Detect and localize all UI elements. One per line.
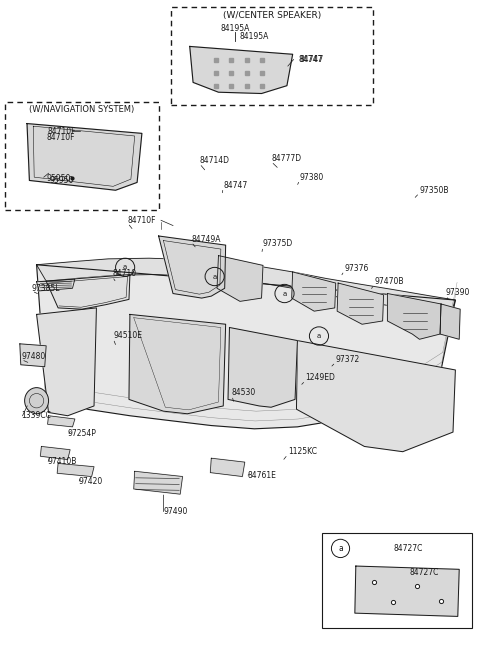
- Polygon shape: [292, 272, 336, 311]
- Text: 84710: 84710: [112, 269, 136, 278]
- Text: 97350B: 97350B: [420, 186, 449, 195]
- Text: 97254P: 97254P: [68, 429, 96, 438]
- Polygon shape: [440, 304, 460, 339]
- Polygon shape: [36, 265, 456, 429]
- Text: (W/NAVIGATION SYSTEM): (W/NAVIGATION SYSTEM): [29, 105, 135, 115]
- Polygon shape: [20, 344, 46, 367]
- Text: a: a: [338, 544, 343, 553]
- Polygon shape: [297, 341, 456, 452]
- Polygon shape: [27, 124, 142, 190]
- Text: 97480: 97480: [21, 352, 46, 362]
- Text: 97372: 97372: [336, 355, 360, 364]
- Text: 1249ED: 1249ED: [306, 373, 336, 383]
- Polygon shape: [48, 416, 75, 427]
- Text: 84761E: 84761E: [247, 471, 276, 479]
- Polygon shape: [158, 236, 226, 298]
- Text: 84749A: 84749A: [191, 234, 221, 244]
- Polygon shape: [40, 447, 70, 460]
- Text: 84747: 84747: [300, 55, 324, 64]
- Polygon shape: [46, 274, 130, 309]
- Text: 84710F: 84710F: [46, 134, 75, 142]
- Text: 84727C: 84727C: [410, 568, 439, 577]
- Ellipse shape: [24, 388, 48, 414]
- Text: 97490: 97490: [163, 508, 188, 516]
- Text: 84747: 84747: [223, 181, 248, 189]
- Text: 97375D: 97375D: [263, 239, 293, 248]
- Polygon shape: [134, 472, 182, 494]
- Text: 97385L: 97385L: [32, 284, 60, 293]
- Polygon shape: [217, 255, 263, 301]
- Text: 84195A: 84195A: [220, 24, 250, 33]
- Text: 97380: 97380: [300, 173, 324, 181]
- Text: 97420: 97420: [78, 477, 102, 485]
- Text: a: a: [317, 333, 321, 339]
- Text: (W/CENTER SPEAKER): (W/CENTER SPEAKER): [223, 10, 321, 20]
- Polygon shape: [228, 328, 298, 407]
- Polygon shape: [387, 293, 441, 339]
- Text: 95950: 95950: [46, 174, 71, 183]
- Polygon shape: [36, 279, 75, 291]
- Text: 84714D: 84714D: [199, 157, 229, 165]
- Polygon shape: [210, 458, 245, 477]
- Polygon shape: [36, 308, 96, 416]
- Polygon shape: [57, 464, 94, 477]
- Text: 95950: 95950: [50, 176, 74, 185]
- Text: a: a: [123, 265, 127, 271]
- Text: 84710F: 84710F: [48, 127, 76, 136]
- Text: 84710F: 84710F: [128, 215, 156, 225]
- Polygon shape: [190, 47, 293, 94]
- Text: a: a: [282, 291, 287, 297]
- Text: 84747: 84747: [299, 55, 323, 64]
- Text: 97410B: 97410B: [47, 457, 76, 466]
- Text: a: a: [213, 274, 217, 280]
- Text: 97376: 97376: [344, 263, 369, 272]
- Text: 1125KC: 1125KC: [288, 447, 317, 456]
- Polygon shape: [337, 283, 384, 324]
- Text: 84727C: 84727C: [394, 544, 423, 553]
- Text: 97470B: 97470B: [374, 277, 404, 286]
- Text: 84530: 84530: [232, 388, 256, 398]
- Polygon shape: [355, 566, 459, 616]
- Text: 94510E: 94510E: [113, 331, 142, 341]
- Polygon shape: [129, 314, 226, 414]
- Text: 84777D: 84777D: [271, 155, 301, 163]
- Text: 97390: 97390: [446, 288, 470, 297]
- Text: 1339CC: 1339CC: [21, 411, 51, 421]
- Polygon shape: [36, 258, 456, 315]
- Text: 84195A: 84195A: [240, 32, 269, 41]
